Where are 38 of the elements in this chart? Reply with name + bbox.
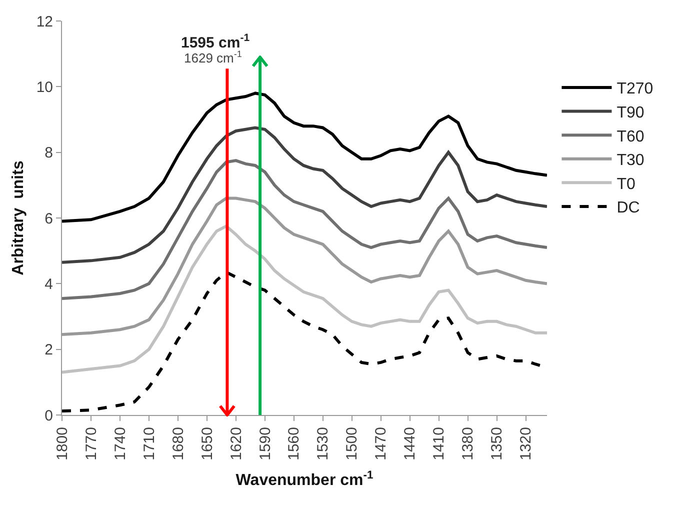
x-tick-label: 1350 bbox=[488, 427, 506, 460]
x-tick-label: 1620 bbox=[228, 427, 245, 460]
x-tick-label: 1680 bbox=[170, 427, 187, 460]
annotation: 1595 cm$^{-1}$ bbox=[181, 32, 250, 52]
y-tick-label: 8 bbox=[44, 144, 53, 162]
line-series bbox=[62, 159, 547, 300]
x-tick-label: 1320 bbox=[518, 427, 535, 460]
x-tick-label: 1500 bbox=[344, 427, 361, 460]
x-tick-label: 1470 bbox=[372, 427, 390, 460]
y-tick-label: 2 bbox=[44, 342, 53, 359]
x-tick-label: 1440 bbox=[402, 427, 419, 460]
x-axis-title: Wavenumber cm$^{-1}$ bbox=[236, 469, 374, 490]
x-tick-label: 1770 bbox=[82, 427, 100, 460]
x-tick-label: 1410 bbox=[430, 427, 448, 460]
x-tick-label: 1380 bbox=[460, 427, 477, 460]
legend-label: T30 bbox=[616, 152, 644, 170]
x-tick-label: 1530 bbox=[314, 427, 332, 460]
legend-label: DC bbox=[616, 200, 640, 217]
y-axis-title: Arbitrary units bbox=[10, 160, 28, 276]
legend-label: T60 bbox=[616, 128, 644, 146]
y-tick-label: 0 bbox=[44, 407, 53, 424]
legend-label: T0 bbox=[616, 176, 636, 193]
y-tick-label: 10 bbox=[36, 78, 53, 96]
x-tick-label: 1560 bbox=[286, 427, 303, 460]
x-tick-label: 1710 bbox=[140, 427, 158, 460]
line-series bbox=[62, 126, 547, 264]
x-tick-label: 1800 bbox=[54, 427, 71, 460]
y-tick-label: 4 bbox=[44, 276, 53, 293]
line-series bbox=[62, 92, 547, 223]
y-tick-label: 12 bbox=[36, 13, 53, 30]
annotation: 1629 cm$^{-1}$ bbox=[184, 49, 242, 66]
legend-label: T270 bbox=[616, 80, 654, 98]
x-tick-label: 1590 bbox=[256, 427, 274, 460]
line-series bbox=[62, 224, 547, 374]
y-tick-label: 6 bbox=[44, 210, 53, 228]
legend-label: T90 bbox=[616, 104, 644, 122]
x-tick-label: 1740 bbox=[112, 427, 129, 460]
x-tick-label: 1650 bbox=[198, 427, 216, 460]
